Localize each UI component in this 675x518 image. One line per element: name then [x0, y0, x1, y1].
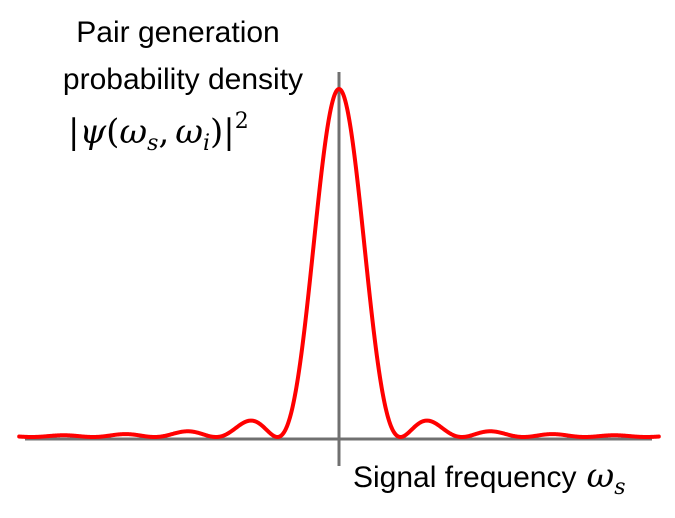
- formula-bar-left: |: [68, 112, 79, 152]
- x-axis-label: Signal frequency ωs: [353, 456, 626, 500]
- formula-exponent: 2: [235, 109, 249, 134]
- formula-omega-i: ω: [175, 112, 203, 152]
- y-axis-label-line-1: Pair generation: [76, 16, 279, 49]
- formula-open-paren: (: [106, 112, 119, 152]
- formula-subscript-s: s: [147, 131, 158, 156]
- formula-subscript-i: i: [203, 131, 210, 156]
- x-axis-label-symbol: ω: [586, 456, 614, 496]
- formula-close-paren: ): [210, 112, 223, 152]
- formula-omega-s: ω: [119, 112, 147, 152]
- formula-comma: ,: [158, 112, 169, 152]
- sinc-squared-curve: [17, 87, 661, 439]
- x-axis-label-text: Signal frequency: [353, 461, 576, 494]
- formula-bar-right: |: [223, 112, 234, 152]
- formula-psi: ψ: [79, 112, 106, 152]
- y-axis-label-formula: |ψ(ωs, ωi)|2: [68, 109, 249, 156]
- y-axis-label-line-2: probability density: [63, 63, 303, 96]
- x-axis-label-subscript: s: [614, 475, 625, 500]
